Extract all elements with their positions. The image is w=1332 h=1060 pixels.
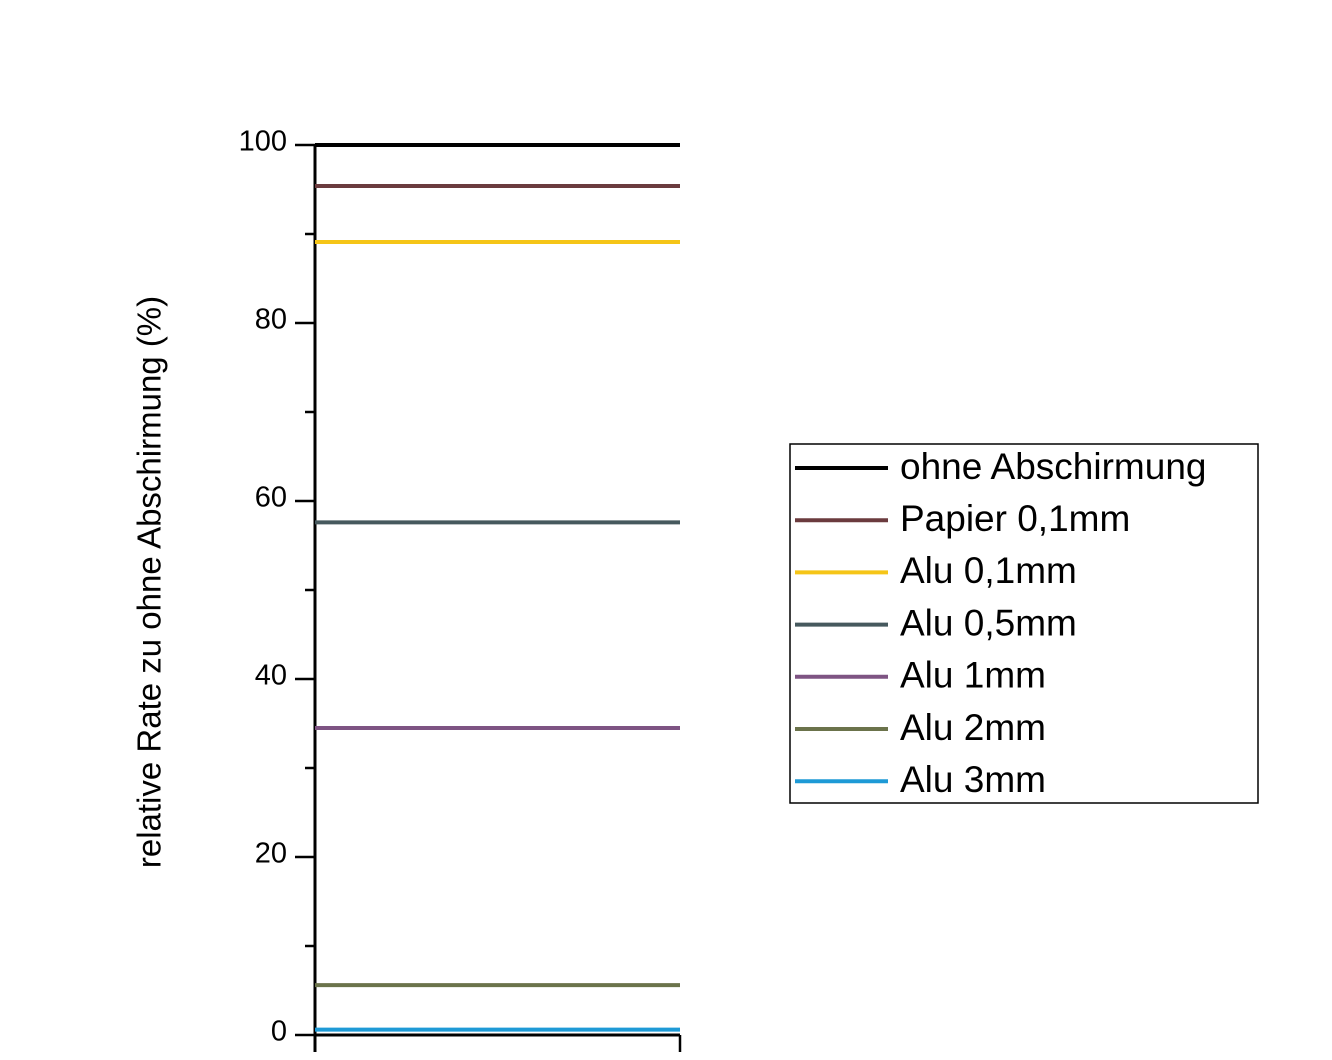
legend-label: Alu 1mm [900,655,1046,696]
legend-label: Alu 2mm [900,707,1046,748]
y-tick-label: 60 [255,482,287,514]
y-axis-title: relative Rate zu ohne Abschirmung (%) [131,296,168,868]
legend-label: Alu 3mm [900,759,1046,800]
legend-label: Papier 0,1mm [900,498,1130,539]
y-tick-label: 80 [255,304,287,336]
y-tick-label: 100 [239,126,287,158]
y-tick-label: 20 [255,838,287,870]
legend-label: Alu 0,1mm [900,550,1077,591]
y-tick-label: 40 [255,660,287,692]
legend-label: ohne Abschirmung [900,446,1206,487]
legend-label: Alu 0,5mm [900,602,1077,643]
y-tick-label: 0 [271,1016,287,1048]
